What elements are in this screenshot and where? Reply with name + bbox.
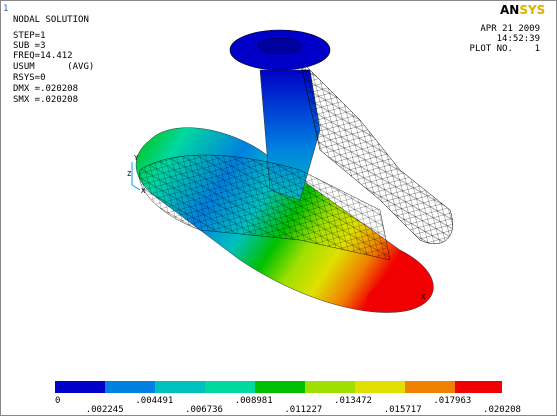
info-line: USUM (AVG) xyxy=(13,62,94,72)
time: 14:52:39 xyxy=(497,34,540,44)
legend-label: .011227 xyxy=(284,405,322,415)
ansys-logo: ANSYS xyxy=(500,3,545,17)
legend-label: .008981 xyxy=(235,396,273,406)
date: APR 21 2009 xyxy=(480,24,540,34)
legend-label: .006736 xyxy=(185,405,223,415)
legend-label: .002245 xyxy=(86,405,124,415)
info-line: NODAL SOLUTION xyxy=(13,15,89,25)
info-line: STEP=1 xyxy=(13,31,46,41)
triad-label: Y xyxy=(134,154,139,162)
logo-part: AN xyxy=(500,3,519,17)
legend-label: 0 xyxy=(55,396,60,406)
node-marker: X xyxy=(421,293,426,301)
info-line: FREQ=14.412 xyxy=(13,51,73,61)
legend-label: .013472 xyxy=(334,396,372,406)
info-line: SUB =3 xyxy=(13,41,46,51)
info-line: RSYS=0 xyxy=(13,73,46,83)
plot-number: PLOT NO. 1 xyxy=(470,44,540,54)
logo-part: SYS xyxy=(519,3,545,17)
legend-label: .020208 xyxy=(483,405,521,415)
model xyxy=(131,29,453,313)
triad-label: X xyxy=(141,187,146,195)
contour-legend-bar xyxy=(55,381,502,393)
window-number: 1 xyxy=(3,4,8,14)
legend-label: .015717 xyxy=(384,405,422,415)
triad-label: Z xyxy=(127,170,131,178)
legend-label: .004491 xyxy=(135,396,173,406)
info-line: DMX =.020208 xyxy=(13,84,78,94)
legend-label: .017963 xyxy=(433,396,471,406)
info-line: SMX =.020208 xyxy=(13,95,78,105)
